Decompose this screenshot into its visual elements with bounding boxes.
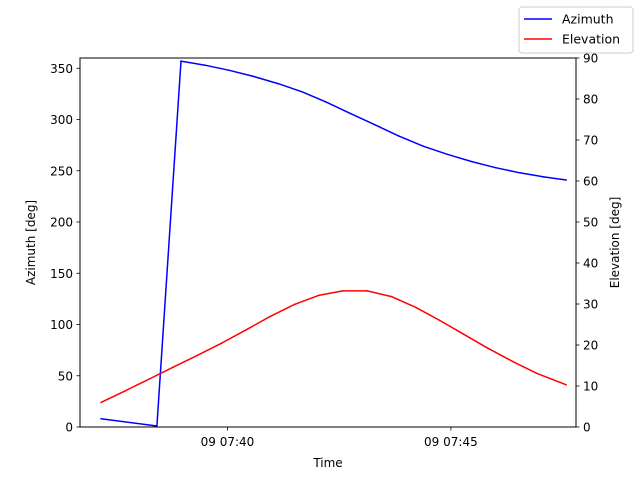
left-tick-label: 350 <box>50 62 73 76</box>
data-point-elevation <box>172 366 175 368</box>
data-point-elevation <box>511 360 514 363</box>
left-tick-label: 150 <box>50 267 73 281</box>
data-point-elevation <box>269 315 272 318</box>
series-line-elevation <box>100 290 567 404</box>
data-point-azimuth <box>156 425 158 427</box>
data-point-elevation <box>414 306 417 309</box>
data-point-elevation <box>535 372 538 375</box>
right-tick-label: 60 <box>583 175 598 189</box>
plot-background <box>80 58 576 427</box>
right-tick-label: 30 <box>583 298 598 312</box>
right-tick-label: 70 <box>583 134 598 148</box>
right-tick-label: 0 <box>583 421 591 435</box>
data-point-elevation <box>245 329 247 331</box>
left-axis-label: Azimuth [deg] <box>24 200 38 285</box>
data-point-azimuth <box>470 160 473 163</box>
axes-frame <box>79 57 577 428</box>
data-point-azimuth <box>446 153 449 156</box>
right-tick-label: 10 <box>583 380 598 394</box>
right-tick-label: 80 <box>583 93 598 107</box>
data-point-azimuth <box>252 75 255 78</box>
data-point-azimuth <box>277 82 279 85</box>
right-tick-label: 90 <box>583 52 598 66</box>
data-point-elevation <box>341 290 344 292</box>
plot-area <box>80 58 576 427</box>
data-point-elevation <box>100 401 102 404</box>
data-point-azimuth <box>204 64 206 66</box>
data-point-azimuth <box>180 60 182 62</box>
data-point-azimuth <box>100 418 102 420</box>
plot-border <box>79 57 577 428</box>
data-point-azimuth <box>518 172 521 174</box>
right-tick-label: 20 <box>583 339 598 353</box>
data-point-azimuth <box>228 69 230 72</box>
data-point-azimuth <box>494 166 497 169</box>
data-point-elevation <box>463 333 465 336</box>
data-point-azimuth <box>543 176 545 178</box>
data-point-elevation <box>366 290 369 292</box>
right-axis-label: Elevation [deg] <box>608 197 622 289</box>
x-axis: 09 07:40 09 07:45 <box>201 427 478 449</box>
data-point-elevation <box>565 384 567 386</box>
data-point-elevation <box>293 303 296 306</box>
data-point-elevation <box>196 354 199 357</box>
data-point-elevation <box>390 295 393 298</box>
data-point-azimuth <box>325 101 328 103</box>
left-tick-label: 100 <box>50 318 73 332</box>
left-tick-label: 0 <box>65 421 73 435</box>
x-axis-label: Time <box>312 456 342 470</box>
data-point-elevation <box>487 347 489 350</box>
legend: Azimuth Elevation <box>518 6 634 54</box>
data-point-azimuth <box>349 112 352 115</box>
right-axis: 0 10 20 30 40 50 60 70 80 90 <box>576 52 598 435</box>
right-tick-label: 50 <box>583 216 598 230</box>
left-tick-label: 300 <box>50 113 73 127</box>
data-point-azimuth <box>397 135 400 137</box>
series-layer <box>100 60 567 427</box>
legend-label-azimuth: Azimuth <box>562 12 614 27</box>
data-point-azimuth <box>565 179 567 181</box>
right-tick-label: 40 <box>583 257 598 271</box>
data-point-elevation <box>124 390 126 392</box>
left-tick-label: 50 <box>58 369 73 383</box>
x-tick-label: 09 07:45 <box>424 435 478 449</box>
x-tick-label: 09 07:40 <box>201 435 255 449</box>
data-point-azimuth <box>373 123 376 126</box>
data-point-elevation <box>317 294 320 297</box>
data-point-elevation <box>221 342 223 344</box>
left-tick-label: 250 <box>50 164 73 178</box>
data-point-azimuth <box>301 91 303 93</box>
data-point-azimuth <box>422 145 425 147</box>
left-tick-label: 200 <box>50 216 73 230</box>
data-point-elevation <box>148 378 151 380</box>
legend-label-elevation: Elevation <box>562 32 620 47</box>
left-axis: 0 50 100 150 200 250 300 350 <box>50 62 80 435</box>
data-point-elevation <box>438 319 441 322</box>
